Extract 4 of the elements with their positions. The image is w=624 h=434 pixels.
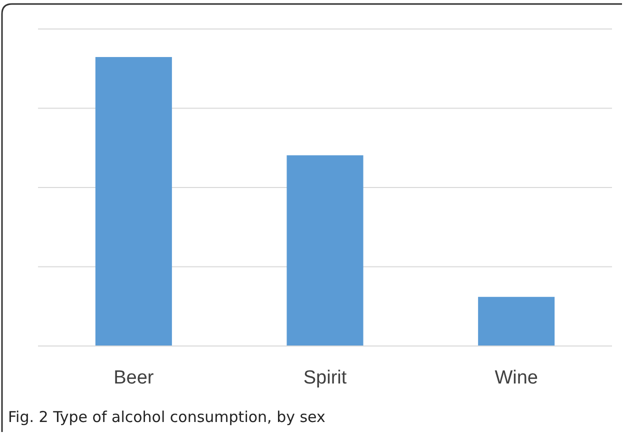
caption: Fig. 2 Type of alcohol consumption, by sex	[8, 408, 326, 426]
x-tick-label: Spirit	[303, 367, 348, 388]
x-tick-label: Wine	[494, 367, 538, 388]
x-tick-label: Beer	[114, 367, 154, 388]
